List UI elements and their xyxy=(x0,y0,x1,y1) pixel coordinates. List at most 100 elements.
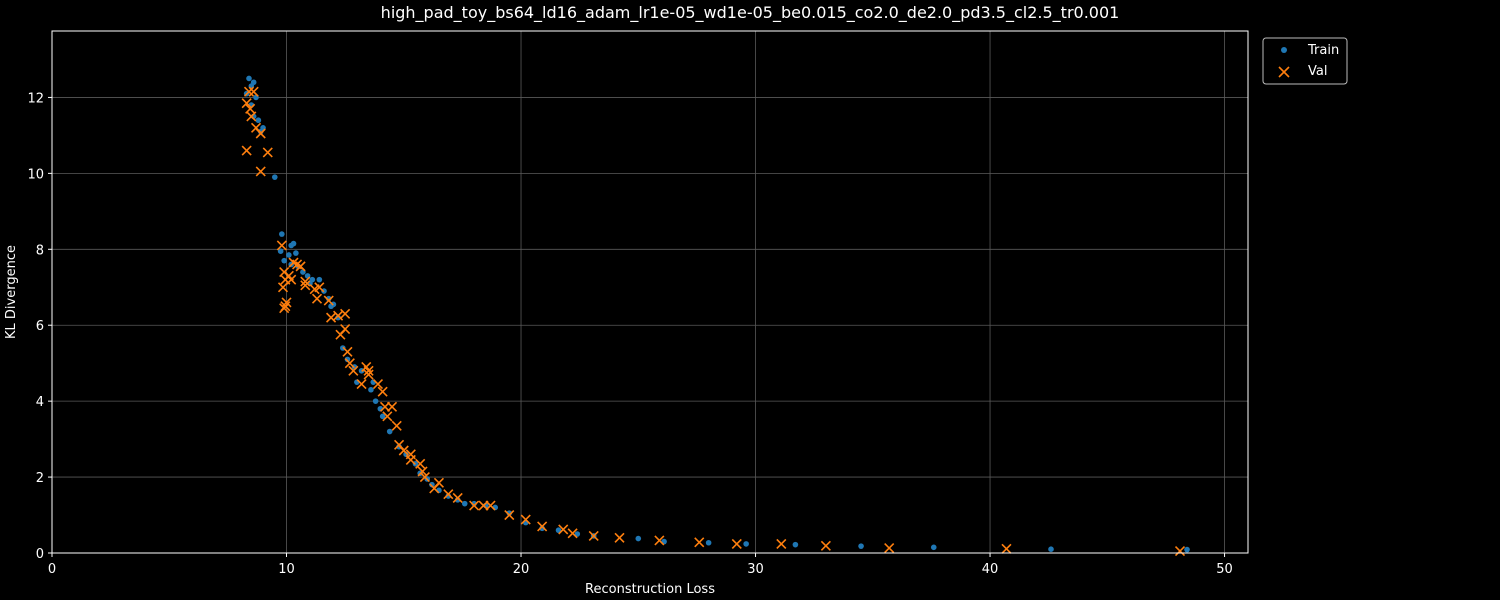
train-point xyxy=(281,257,287,264)
train-point xyxy=(743,541,749,547)
val-point xyxy=(286,274,297,285)
x-tick-label: 50 xyxy=(1216,562,1233,577)
x-tick-label: 0 xyxy=(48,562,56,577)
val-point xyxy=(382,411,393,422)
val-point xyxy=(377,386,388,397)
val-point xyxy=(820,540,831,551)
val-point xyxy=(277,282,289,293)
y-axis-label: KL Divergence xyxy=(4,245,19,339)
val-point xyxy=(504,509,515,521)
val-point xyxy=(255,166,266,177)
y-tick-label: 12 xyxy=(27,91,44,106)
x-axis-label: Reconstruction Loss xyxy=(585,582,715,597)
train-point xyxy=(1048,546,1054,553)
train-point xyxy=(286,252,292,258)
train-point xyxy=(293,250,299,256)
val-point xyxy=(469,500,480,511)
val-point xyxy=(567,528,578,539)
y-tick-label: 10 xyxy=(27,167,44,182)
val-point xyxy=(323,295,334,306)
val-point xyxy=(386,401,398,412)
val-point xyxy=(311,293,323,304)
val-point xyxy=(1174,546,1186,557)
train-point xyxy=(279,231,285,237)
val-point xyxy=(654,535,665,546)
y-tick-label: 2 xyxy=(36,471,44,486)
val-point xyxy=(300,280,311,291)
val-point xyxy=(520,514,531,525)
val-point xyxy=(246,111,257,122)
val-point xyxy=(731,538,742,549)
x-tick-label: 20 xyxy=(513,562,530,577)
val-point xyxy=(485,500,496,511)
val-point xyxy=(248,86,259,97)
plot-points xyxy=(241,75,1190,557)
train-point xyxy=(246,75,252,82)
val-point xyxy=(398,445,409,456)
legend-train-label: Train xyxy=(1307,43,1339,58)
val-point xyxy=(537,521,548,532)
plot-frame xyxy=(51,30,1249,554)
val-point xyxy=(1001,543,1012,554)
train-point xyxy=(316,276,323,283)
train-point xyxy=(372,398,379,404)
val-point xyxy=(614,532,625,543)
val-point xyxy=(405,454,416,466)
train-point xyxy=(288,242,295,249)
train-point xyxy=(344,356,351,363)
val-point xyxy=(295,261,306,272)
axis-ticks: 0 10 20 30 40 50 0 2 4 6 8 10 12 xyxy=(27,91,1232,577)
val-point xyxy=(276,240,287,251)
train-point xyxy=(792,541,799,548)
val-point xyxy=(363,365,374,376)
val-point xyxy=(241,98,252,109)
val-point xyxy=(335,329,346,340)
val-point xyxy=(300,276,311,287)
val-point xyxy=(262,147,273,158)
x-tick-label: 30 xyxy=(747,562,764,577)
train-point xyxy=(386,428,393,435)
y-tick-label: 0 xyxy=(36,547,44,562)
val-point xyxy=(776,538,787,549)
train-point xyxy=(461,500,468,507)
series-val xyxy=(241,86,1186,557)
train-point xyxy=(379,413,386,420)
val-point xyxy=(588,530,599,541)
train-point xyxy=(705,539,712,546)
legend-val-marker xyxy=(1278,66,1290,78)
val-point xyxy=(452,492,463,504)
y-tick-label: 4 xyxy=(36,395,44,410)
val-point xyxy=(241,145,252,156)
val-point xyxy=(391,420,402,431)
val-point xyxy=(419,472,430,483)
y-tick-label: 8 xyxy=(36,243,44,258)
val-point xyxy=(558,524,569,535)
x-tick-label: 40 xyxy=(982,562,999,577)
val-point xyxy=(280,301,291,312)
train-point xyxy=(635,535,642,542)
val-point xyxy=(344,358,355,369)
val-point xyxy=(255,128,266,139)
val-point xyxy=(243,86,255,97)
train-point xyxy=(368,386,374,393)
legend-val-label: Val xyxy=(1308,64,1327,79)
train-point xyxy=(277,248,284,254)
val-point xyxy=(884,542,895,554)
val-point xyxy=(356,378,367,390)
val-point xyxy=(429,483,440,494)
legend-train-marker xyxy=(1281,47,1287,53)
val-point xyxy=(363,369,374,380)
val-point xyxy=(417,466,428,477)
legend: Train Val xyxy=(1262,37,1348,85)
val-point xyxy=(342,346,353,357)
val-point xyxy=(326,312,337,323)
val-point xyxy=(372,378,384,390)
train-point xyxy=(930,544,937,551)
val-point xyxy=(415,458,426,469)
train-point xyxy=(1184,546,1190,553)
val-point xyxy=(309,284,320,295)
train-point xyxy=(271,174,278,180)
train-point xyxy=(858,543,864,549)
